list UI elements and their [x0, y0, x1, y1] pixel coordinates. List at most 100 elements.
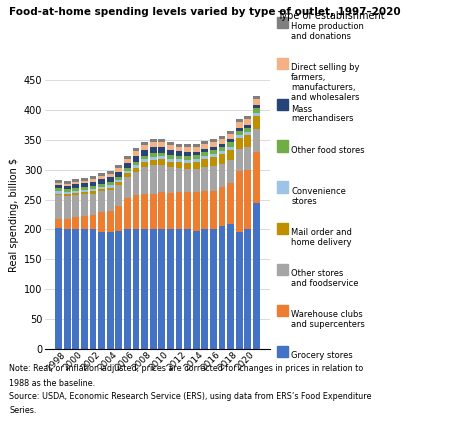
Bar	[64, 186, 71, 189]
Bar	[90, 229, 96, 349]
Bar	[72, 179, 79, 182]
Bar	[253, 99, 260, 105]
Bar	[167, 145, 174, 150]
Bar	[133, 172, 140, 195]
Bar	[193, 169, 200, 192]
Bar	[236, 131, 243, 135]
Bar	[81, 229, 88, 349]
Bar	[219, 227, 225, 349]
Bar	[81, 192, 88, 194]
Bar	[244, 229, 251, 349]
Bar	[227, 143, 234, 147]
Bar	[107, 182, 114, 186]
Bar	[98, 176, 105, 179]
Bar	[124, 156, 131, 159]
Bar	[64, 194, 71, 196]
Text: Home production
and donations: Home production and donations	[291, 22, 364, 41]
Bar	[219, 147, 225, 152]
Bar	[219, 164, 225, 186]
Bar	[244, 135, 251, 147]
Bar	[236, 127, 243, 131]
Bar	[141, 156, 148, 159]
Bar	[150, 194, 157, 229]
Bar	[124, 168, 131, 171]
Bar	[244, 132, 251, 135]
Bar	[210, 147, 217, 150]
Bar	[72, 217, 79, 229]
Bar	[236, 171, 243, 232]
Bar	[115, 172, 122, 177]
Text: 1988 as the baseline.: 1988 as the baseline.	[9, 379, 95, 388]
Bar	[98, 232, 105, 349]
Bar	[201, 141, 208, 143]
Bar	[227, 150, 234, 160]
Bar	[219, 144, 225, 147]
Bar	[184, 169, 191, 192]
Bar	[90, 177, 96, 179]
Bar	[98, 212, 105, 232]
Bar	[72, 195, 79, 217]
Bar	[90, 194, 96, 215]
Bar	[81, 216, 88, 229]
Bar	[150, 147, 157, 153]
Bar	[219, 139, 225, 144]
Bar	[176, 192, 182, 229]
Bar	[201, 229, 208, 349]
Text: Mail order and
home delivery: Mail order and home delivery	[291, 228, 352, 247]
Bar	[90, 191, 96, 194]
Bar	[90, 215, 96, 229]
Bar	[227, 139, 234, 143]
Bar	[227, 183, 234, 224]
Bar	[133, 168, 140, 172]
Text: Other food stores: Other food stores	[291, 146, 365, 155]
Bar	[98, 184, 105, 186]
Bar	[124, 198, 131, 229]
Bar	[55, 195, 62, 219]
Bar	[253, 96, 260, 99]
Bar	[244, 119, 251, 125]
Bar	[124, 177, 131, 198]
Bar	[72, 229, 79, 349]
Bar	[72, 188, 79, 191]
Bar	[107, 188, 114, 190]
Bar	[227, 224, 234, 349]
Bar	[64, 219, 71, 229]
Bar	[115, 165, 122, 168]
Bar	[124, 171, 131, 173]
Bar	[193, 162, 200, 169]
Text: Source: USDA, Economic Research Service (ERS), using data from ERS’s Food Expend: Source: USDA, Economic Research Service …	[9, 392, 372, 401]
Bar	[64, 184, 71, 186]
Bar	[210, 229, 217, 349]
Bar	[167, 150, 174, 155]
Bar	[176, 229, 182, 349]
Bar	[141, 145, 148, 150]
Bar	[244, 125, 251, 127]
Bar	[244, 127, 251, 132]
Bar	[150, 160, 157, 165]
Bar	[81, 194, 88, 216]
Bar	[210, 166, 217, 191]
Bar	[158, 156, 165, 159]
Bar	[210, 139, 217, 142]
Bar	[253, 105, 260, 108]
Bar	[219, 152, 225, 154]
Bar	[158, 152, 165, 156]
Bar	[184, 192, 191, 229]
Bar	[72, 191, 79, 193]
Bar	[176, 143, 182, 147]
Bar	[124, 229, 131, 349]
Bar	[184, 143, 191, 147]
Bar	[167, 161, 174, 168]
Bar	[141, 150, 148, 156]
Bar	[64, 189, 71, 192]
Bar	[55, 180, 62, 183]
Bar	[236, 119, 243, 122]
Bar	[201, 191, 208, 229]
Bar	[193, 143, 200, 147]
Bar	[133, 148, 140, 152]
Bar	[107, 232, 114, 349]
Bar	[210, 157, 217, 166]
Bar	[98, 191, 105, 212]
Bar	[72, 193, 79, 195]
Bar	[167, 193, 174, 229]
